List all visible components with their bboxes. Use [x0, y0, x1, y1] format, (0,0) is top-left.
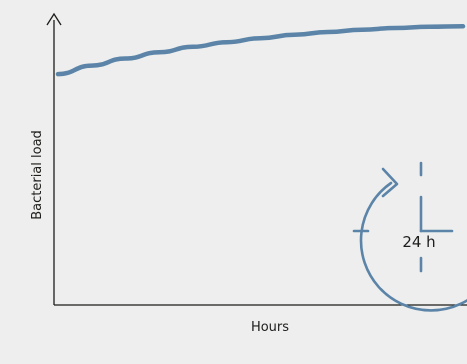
- clock-face-arc: [359, 181, 467, 312]
- axes: [46, 12, 467, 306]
- clock-24h-icon: 24 h: [352, 161, 467, 312]
- clock-arrow-head: [381, 167, 399, 198]
- series-line-0: [55, 24, 466, 77]
- clock-label: 24 h: [402, 233, 435, 251]
- y-axis-label: Bacterial load: [30, 130, 45, 220]
- y-axis-arrow-icon: [46, 12, 62, 26]
- x-axis-label: Hours: [251, 320, 289, 335]
- series-layer: [55, 24, 466, 77]
